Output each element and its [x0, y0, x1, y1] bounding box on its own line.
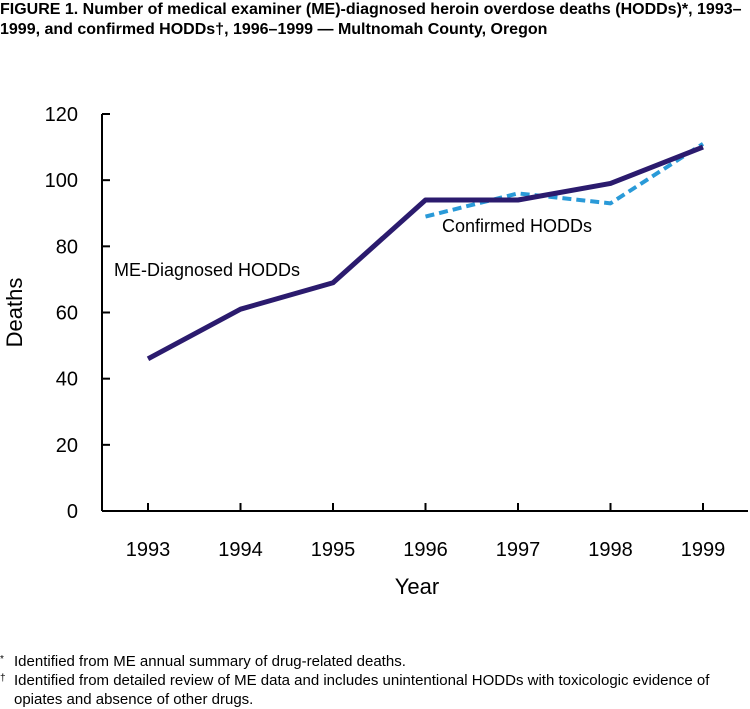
y-tick-label: 80: [56, 236, 78, 258]
x-tick-label: 1996: [403, 539, 448, 561]
footnote-marker: †: [0, 673, 6, 684]
footnote-1: * Identified from ME annual summary of dr…: [0, 652, 750, 671]
series-lines: [146, 142, 705, 362]
y-tick-label: 120: [45, 104, 78, 126]
footnote-text: Identified from ME annual summary of dru…: [14, 653, 406, 670]
x-tick-label: 1997: [496, 539, 541, 561]
x-tick-label: 1998: [588, 539, 633, 561]
footnote-text: Identified from detailed review of ME da…: [14, 672, 710, 708]
footnotes: * Identified from ME annual summary of dr…: [0, 652, 750, 709]
x-tick-label: 1994: [218, 539, 263, 561]
footnote-2: † Identified from detailed review of ME d…: [0, 671, 750, 709]
x-tick-label: 1995: [311, 539, 356, 561]
x-ticks: 1993 1994 1995 1996 1997 1998 1999: [126, 503, 726, 561]
series-label-confirmed: Confirmed HODDs: [442, 216, 592, 236]
y-tick-label: 40: [56, 369, 78, 391]
figure-title: FIGURE 1. Number of medical examiner (ME…: [0, 1, 742, 38]
x-tick-label: 1999: [681, 539, 726, 561]
series-label-me-diagnosed: ME-Diagnosed HODDs: [114, 260, 300, 280]
series-line-confirmed: [425, 142, 705, 219]
y-tick-label: 100: [45, 170, 78, 192]
chart-axes: [101, 114, 748, 512]
series-line-me-diagnosed: [146, 144, 704, 362]
y-tick-label: 0: [67, 501, 78, 523]
x-axis-label: Year: [395, 574, 439, 599]
y-tick-label: 60: [56, 303, 78, 325]
y-tick-label: 20: [56, 435, 78, 457]
footnote-marker: *: [0, 654, 4, 665]
x-tick-label: 1993: [126, 539, 171, 561]
y-axis-label: Deaths: [2, 278, 27, 348]
y-ticks: 0 20 40 60 80 100 120: [45, 104, 110, 523]
line-chart: 0 20 40 60 80 100 120 1993 1994 1995 1996 1997 1998…: [2, 104, 748, 599]
